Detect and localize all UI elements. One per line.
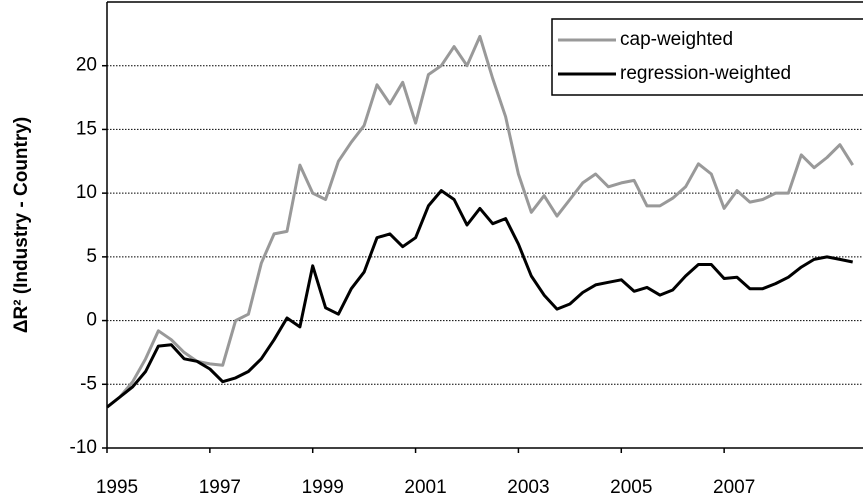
y-tick-label: 10 (76, 182, 97, 203)
legend-box (551, 18, 863, 96)
x-tick-label: 1997 (199, 477, 241, 498)
y-tick-label: 20 (76, 55, 97, 76)
y-tick-label: 0 (86, 310, 97, 331)
legend-label: cap-weighted (620, 29, 733, 50)
x-tick-label: 2001 (404, 477, 446, 498)
line-series (106, 34, 854, 409)
legend-label: regression-weighted (620, 63, 791, 84)
x-tick-label: 1995 (96, 477, 138, 498)
y-tick-label: -10 (70, 437, 97, 458)
line-series (106, 189, 853, 409)
x-tick-label: 2005 (610, 477, 652, 498)
y-axis-label: ΔR² (Industry - Country) (11, 117, 32, 333)
y-tick-label: -5 (80, 373, 97, 394)
x-tick-label: 2003 (507, 477, 549, 498)
y-tick-label: 5 (86, 246, 97, 267)
x-tick-label: 2007 (713, 477, 755, 498)
y-tick-label: 15 (76, 118, 97, 139)
x-tick-label: 1999 (302, 477, 344, 498)
